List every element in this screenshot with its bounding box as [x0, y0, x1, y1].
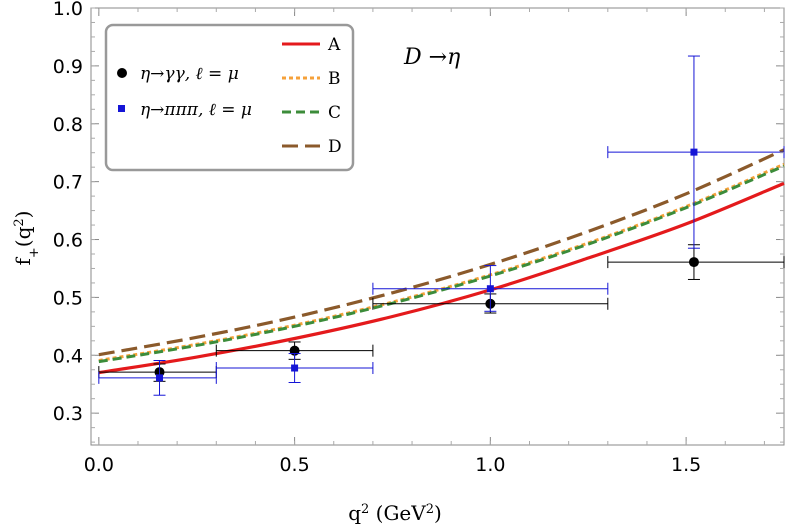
- legend-marker-circle: [117, 68, 127, 78]
- y-tick-label: 0.7: [53, 172, 83, 194]
- data-point-square: [291, 364, 299, 372]
- axis-ticks-layer: 0.0 0.5 1.0 1.5 0.3 0.4 0.5 0.6 0.7 0.8 0.9 1.0: [53, 0, 784, 476]
- curves-layer: [98, 148, 785, 375]
- y-axis-title: f+(q2): [11, 210, 42, 265]
- x-tick-label: 1.0: [475, 454, 505, 476]
- x-axis-title-close: ): [434, 501, 442, 525]
- x-tick-label: 0.0: [84, 454, 114, 476]
- plot-border: [90, 7, 785, 446]
- y-axis-title-arg: (q: [11, 226, 35, 247]
- data-point-square: [156, 374, 164, 382]
- legend-line-label: B: [328, 69, 341, 89]
- y-tick-label: 0.3: [53, 403, 83, 425]
- data-points-layer: [98, 55, 785, 396]
- y-tick-label: 0.5: [53, 287, 83, 309]
- y-axis-title-arg-sup: 2: [12, 218, 27, 226]
- data-point-circle: [688, 257, 699, 268]
- curve-c: [98, 164, 785, 364]
- data-point-square: [486, 285, 494, 293]
- legend-line-label: A: [327, 35, 341, 55]
- curve-b: [98, 162, 785, 362]
- x-tick-label: 1.5: [671, 454, 701, 476]
- x-axis-title-base: q: [348, 501, 361, 525]
- y-axis-title-base: f: [11, 257, 35, 266]
- y-tick-label: 0.6: [53, 230, 83, 252]
- curve-d: [98, 148, 785, 357]
- y-tick-label: 0.4: [53, 345, 83, 367]
- y-axis-title-close: ): [11, 210, 35, 218]
- y-tick-label: 1.0: [53, 0, 83, 20]
- legend-point-label: η→πππ, ℓ = μ: [140, 100, 252, 120]
- y-axis-title-sub: +: [27, 247, 42, 258]
- plot-frame: [90, 7, 785, 446]
- curve-a: [98, 181, 785, 375]
- x-axis-title-unit: (GeV: [369, 501, 426, 525]
- legend-line-label: C: [328, 103, 341, 123]
- legend-box: [104, 23, 355, 172]
- x-axis-title-sup: 2: [361, 502, 369, 517]
- data-point-square: [690, 148, 698, 156]
- x-axis-title: q2 (GeV2): [348, 501, 442, 525]
- legend-point-label: η→γγ, ℓ = μ: [140, 64, 239, 84]
- x-tick-label: 0.5: [279, 454, 309, 476]
- legend-marker-square: [118, 105, 125, 112]
- process-annotation: D →η: [403, 45, 460, 70]
- y-tick-label: 0.8: [53, 114, 83, 136]
- legend-line-label: D: [328, 137, 342, 157]
- x-axis-title-unit-sup: 2: [426, 502, 434, 517]
- legend-points: η→γγ, ℓ = μ η→πππ, ℓ = μ: [117, 64, 252, 120]
- y-tick-label: 0.9: [53, 56, 83, 78]
